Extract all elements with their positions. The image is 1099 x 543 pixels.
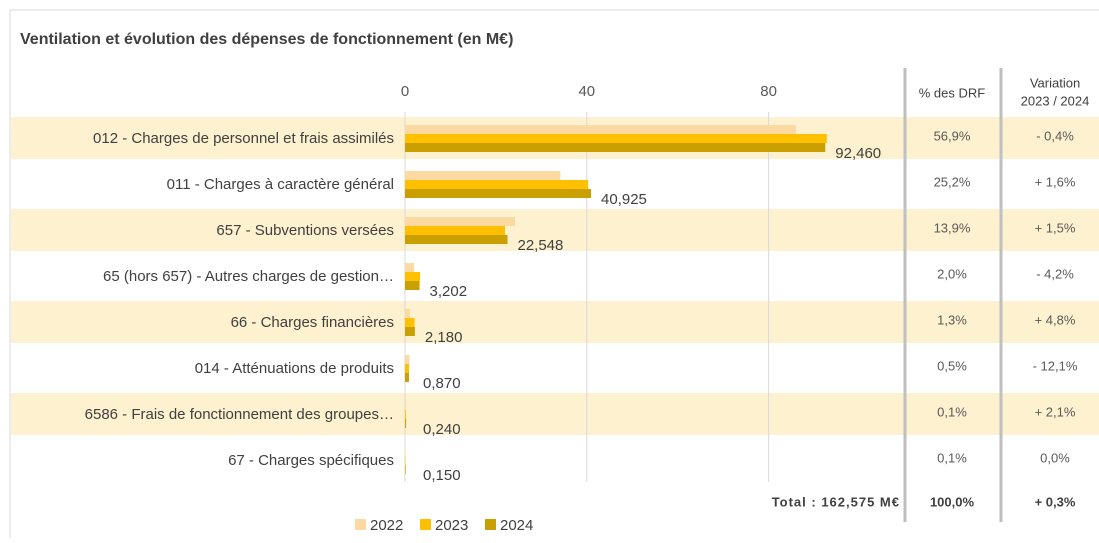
bar <box>405 355 410 364</box>
var-cell: + 4,8% <box>1035 312 1076 327</box>
value-label: 3,202 <box>430 283 468 300</box>
var-cell: 0,0% <box>1040 450 1070 465</box>
bar <box>405 125 796 134</box>
bar <box>405 309 410 318</box>
value-label: 0,240 <box>423 421 461 438</box>
bar <box>405 217 515 226</box>
category-label: 014 - Atténuations de produits <box>195 360 394 377</box>
bar <box>405 235 507 244</box>
value-label: 22,548 <box>517 237 563 254</box>
bar <box>405 180 588 189</box>
category-label: 6586 - Frais de fonctionnement des group… <box>85 406 394 423</box>
category-label: 657 - Subventions versées <box>216 222 394 239</box>
pct-cell: 0,5% <box>937 358 967 373</box>
total-label: Total : 162,575 M€ <box>772 494 900 509</box>
pct-cell: 25,2% <box>934 174 971 189</box>
bar <box>405 263 414 272</box>
x-tick-label: 80 <box>760 83 777 100</box>
pct-cell: 1,3% <box>937 312 967 327</box>
column-header: Variation <box>1030 75 1080 90</box>
bar <box>405 364 409 373</box>
bar <box>405 143 825 152</box>
var-cell: + 2,1% <box>1035 404 1076 419</box>
bar <box>405 189 591 198</box>
value-label: 92,460 <box>835 145 881 162</box>
bar <box>405 281 420 290</box>
pct-cell: 13,9% <box>934 220 971 235</box>
x-tick-label: 0 <box>401 83 409 100</box>
pct-cell: 0,1% <box>937 450 967 465</box>
x-tick-label: 40 <box>578 83 595 100</box>
pct-cell: 0,1% <box>937 404 967 419</box>
bar <box>405 373 409 382</box>
var-cell: - 4,2% <box>1036 266 1074 281</box>
total-var: + 0,3% <box>1035 494 1076 509</box>
category-label: 65 (hors 657) - Autres charges de gestio… <box>103 268 394 285</box>
column-header: 2023 / 2024 <box>1021 93 1090 108</box>
legend-label: 2023 <box>435 517 468 534</box>
category-label: 66 - Charges financières <box>231 314 394 331</box>
category-label: 012 - Charges de personnel et frais assi… <box>93 130 394 147</box>
bar <box>405 401 406 410</box>
value-label: 2,180 <box>425 329 463 346</box>
bar <box>405 465 406 474</box>
total-pct: 100,0% <box>930 494 975 509</box>
category-label: 67 - Charges spécifiques <box>228 452 394 469</box>
value-label: 0,150 <box>423 467 461 484</box>
bar <box>405 419 406 428</box>
pct-cell: 2,0% <box>937 266 967 281</box>
row-stripe <box>11 301 1099 343</box>
bar <box>405 318 415 327</box>
var-cell: - 12,1% <box>1033 358 1078 373</box>
legend-swatch <box>355 519 366 530</box>
bar <box>405 226 505 235</box>
column-header: % des DRF <box>919 85 986 100</box>
chart-title: Ventilation et évolution des dépenses de… <box>20 31 513 48</box>
bar <box>405 171 560 180</box>
bar <box>405 410 406 419</box>
legend-label: 2024 <box>500 517 533 534</box>
var-cell: - 0,4% <box>1036 128 1074 143</box>
pct-cell: 56,9% <box>934 128 971 143</box>
category-label: 011 - Charges à caractère général <box>167 176 394 193</box>
value-label: 0,870 <box>423 375 461 392</box>
legend-swatch <box>420 519 431 530</box>
bar <box>405 272 420 281</box>
legend-swatch <box>485 519 496 530</box>
value-label: 40,925 <box>601 191 647 208</box>
bar <box>405 327 415 336</box>
bar <box>405 134 827 143</box>
legend-label: 2022 <box>370 517 403 534</box>
var-cell: + 1,5% <box>1035 220 1076 235</box>
var-cell: + 1,6% <box>1035 174 1076 189</box>
